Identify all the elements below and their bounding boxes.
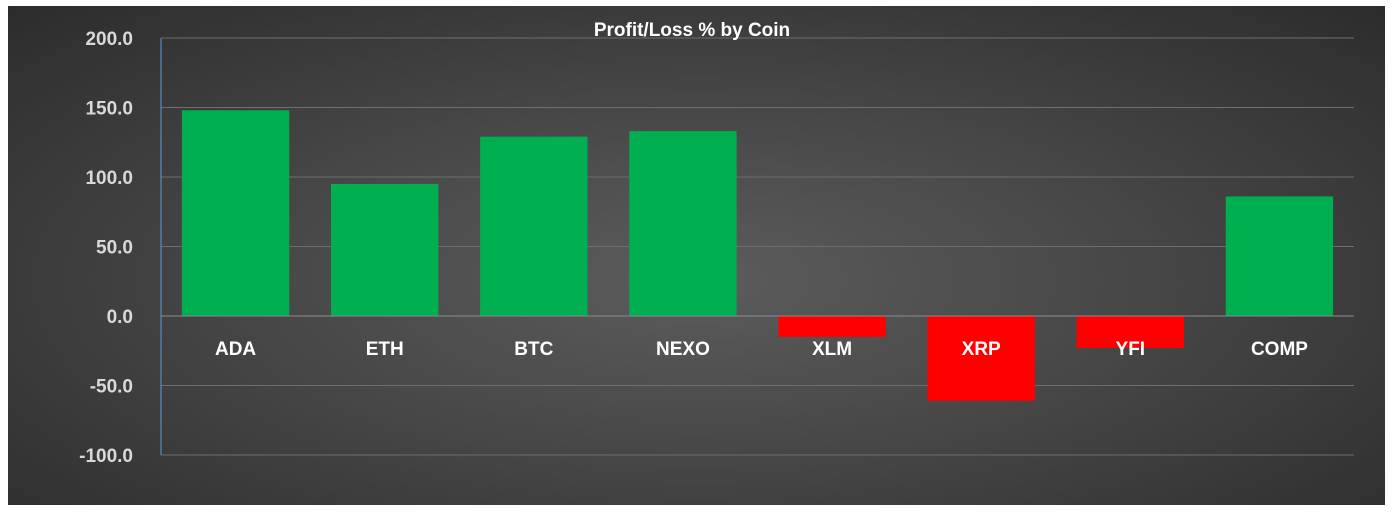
category-labels: ADA ETH BTC NEXO XLM XRP YFI COMP xyxy=(215,339,1308,360)
category-label-nexo: NEXO xyxy=(656,339,710,360)
y-axis-ticks: 200.0 150.0 100.0 50.0 0.0 -50.0 -100.0 xyxy=(79,29,133,467)
y-tick-label: 150.0 xyxy=(85,99,133,120)
category-label-comp: COMP xyxy=(1251,339,1308,360)
category-label-yfi: YFI xyxy=(1116,339,1146,360)
category-label-btc: BTC xyxy=(514,339,553,360)
bar-yfi xyxy=(1076,316,1184,348)
chart-area: 200.0 150.0 100.0 50.0 0.0 -50.0 -100.0 ADA ETH… xyxy=(8,6,1385,505)
bars xyxy=(181,110,1334,401)
chart-title: Profit/Loss % by Coin xyxy=(594,20,790,41)
y-tick-label: -100.0 xyxy=(79,446,133,467)
bar-nexo xyxy=(629,131,737,316)
y-tick-label: 0.0 xyxy=(107,307,133,328)
category-label-eth: ETH xyxy=(366,339,404,360)
bar-ada xyxy=(181,110,290,316)
bar-btc xyxy=(480,136,588,316)
y-tick-label: -50.0 xyxy=(90,377,133,398)
y-tick-label: 200.0 xyxy=(85,29,133,50)
y-tick-label: 100.0 xyxy=(85,168,133,189)
bar-eth xyxy=(331,183,439,316)
category-label-xrp: XRP xyxy=(962,339,1001,360)
y-tick-label: 50.0 xyxy=(96,238,133,259)
bar-xlm xyxy=(778,316,886,337)
bar-comp xyxy=(1225,196,1334,316)
bar-chart: 200.0 150.0 100.0 50.0 0.0 -50.0 -100.0 ADA ETH… xyxy=(79,20,1354,467)
category-label-xlm: XLM xyxy=(812,339,852,360)
bar-xrp xyxy=(927,316,1035,401)
category-label-ada: ADA xyxy=(215,339,256,360)
